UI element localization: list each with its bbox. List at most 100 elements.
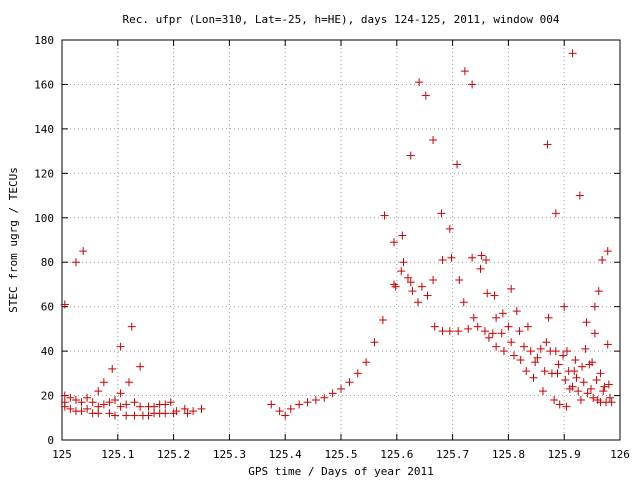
data-point — [94, 387, 103, 396]
data-point — [414, 298, 423, 307]
data-point — [83, 393, 92, 402]
data-point — [594, 287, 603, 296]
data-points — [60, 49, 616, 420]
data-point — [79, 247, 88, 256]
data-point — [536, 344, 545, 353]
data-point — [150, 402, 159, 411]
data-point — [397, 267, 406, 276]
data-point — [588, 358, 597, 367]
data-point — [604, 380, 613, 389]
data-point — [480, 327, 489, 336]
data-point — [370, 338, 379, 347]
data-point — [438, 327, 447, 336]
data-point — [522, 367, 531, 376]
data-point — [398, 231, 407, 240]
data-point — [183, 409, 192, 418]
data-point — [603, 247, 612, 256]
data-point — [603, 340, 612, 349]
data-point — [403, 273, 412, 282]
data-point — [77, 398, 86, 407]
data-point — [66, 393, 75, 402]
x-tick-label: 125.7 — [436, 448, 469, 461]
data-point — [390, 280, 399, 289]
data-point — [429, 136, 438, 144]
data-point — [579, 378, 588, 387]
x-tick-label: 125.3 — [213, 448, 246, 461]
data-point — [476, 264, 485, 273]
data-point — [468, 253, 477, 262]
data-point — [116, 389, 125, 398]
data-point — [320, 393, 329, 402]
data-point — [453, 160, 462, 169]
x-tick-label: 125.5 — [324, 448, 357, 461]
data-point — [390, 238, 399, 247]
data-point — [105, 409, 114, 418]
data-point — [504, 322, 513, 331]
data-point — [562, 402, 571, 411]
data-point — [498, 309, 507, 318]
data-point — [526, 347, 535, 356]
data-point — [447, 253, 456, 262]
data-point — [408, 287, 417, 296]
data-point — [378, 316, 387, 324]
data-point — [88, 398, 97, 407]
data-point — [124, 378, 133, 387]
data-point — [578, 362, 587, 371]
data-point — [482, 256, 491, 264]
y-tick-label: 160 — [34, 78, 54, 91]
data-point — [421, 91, 430, 100]
data-point — [77, 407, 86, 416]
data-point — [507, 284, 516, 293]
data-point — [423, 291, 432, 300]
data-point — [328, 389, 337, 398]
data-point — [127, 322, 136, 331]
data-point — [189, 407, 198, 416]
data-point — [605, 393, 614, 402]
data-point — [108, 364, 117, 373]
data-point — [94, 402, 103, 411]
data-point — [554, 360, 563, 369]
data-point — [520, 342, 529, 351]
data-point — [544, 313, 553, 322]
data-point — [560, 302, 569, 311]
data-point — [406, 151, 415, 160]
data-point — [303, 398, 312, 407]
y-axis-title: STEC from ugrg / TECUs — [7, 167, 20, 313]
data-point — [180, 404, 189, 413]
data-point — [464, 324, 473, 333]
data-point — [295, 400, 304, 409]
data-point — [515, 327, 524, 336]
data-point — [543, 140, 552, 149]
y-tick-label: 40 — [41, 345, 54, 358]
data-point — [483, 289, 492, 298]
data-point — [105, 398, 114, 407]
data-point — [561, 376, 570, 384]
data-point — [111, 396, 120, 404]
data-point — [492, 342, 501, 351]
x-tick-label: 125 — [52, 448, 72, 461]
data-point — [568, 382, 577, 391]
chart-title: Rec. ufpr (Lon=310, Lat=-25, h=HE), days… — [122, 13, 559, 26]
data-point — [116, 342, 125, 351]
data-point — [311, 396, 320, 404]
data-point — [586, 384, 595, 393]
data-point — [166, 398, 175, 407]
data-point — [590, 329, 599, 338]
data-point — [430, 322, 439, 331]
data-point — [607, 398, 616, 407]
data-point — [60, 402, 69, 411]
data-point — [136, 362, 145, 371]
data-point — [576, 396, 585, 404]
data-point — [568, 49, 577, 58]
grid-lines — [62, 40, 620, 440]
data-point — [598, 256, 607, 264]
data-point — [380, 211, 389, 220]
data-point — [553, 369, 562, 378]
data-point — [583, 389, 592, 398]
x-tick-label: 125.6 — [380, 448, 413, 461]
data-point — [116, 402, 125, 411]
data-point — [130, 398, 139, 407]
data-point — [122, 400, 131, 409]
data-point — [286, 404, 295, 413]
